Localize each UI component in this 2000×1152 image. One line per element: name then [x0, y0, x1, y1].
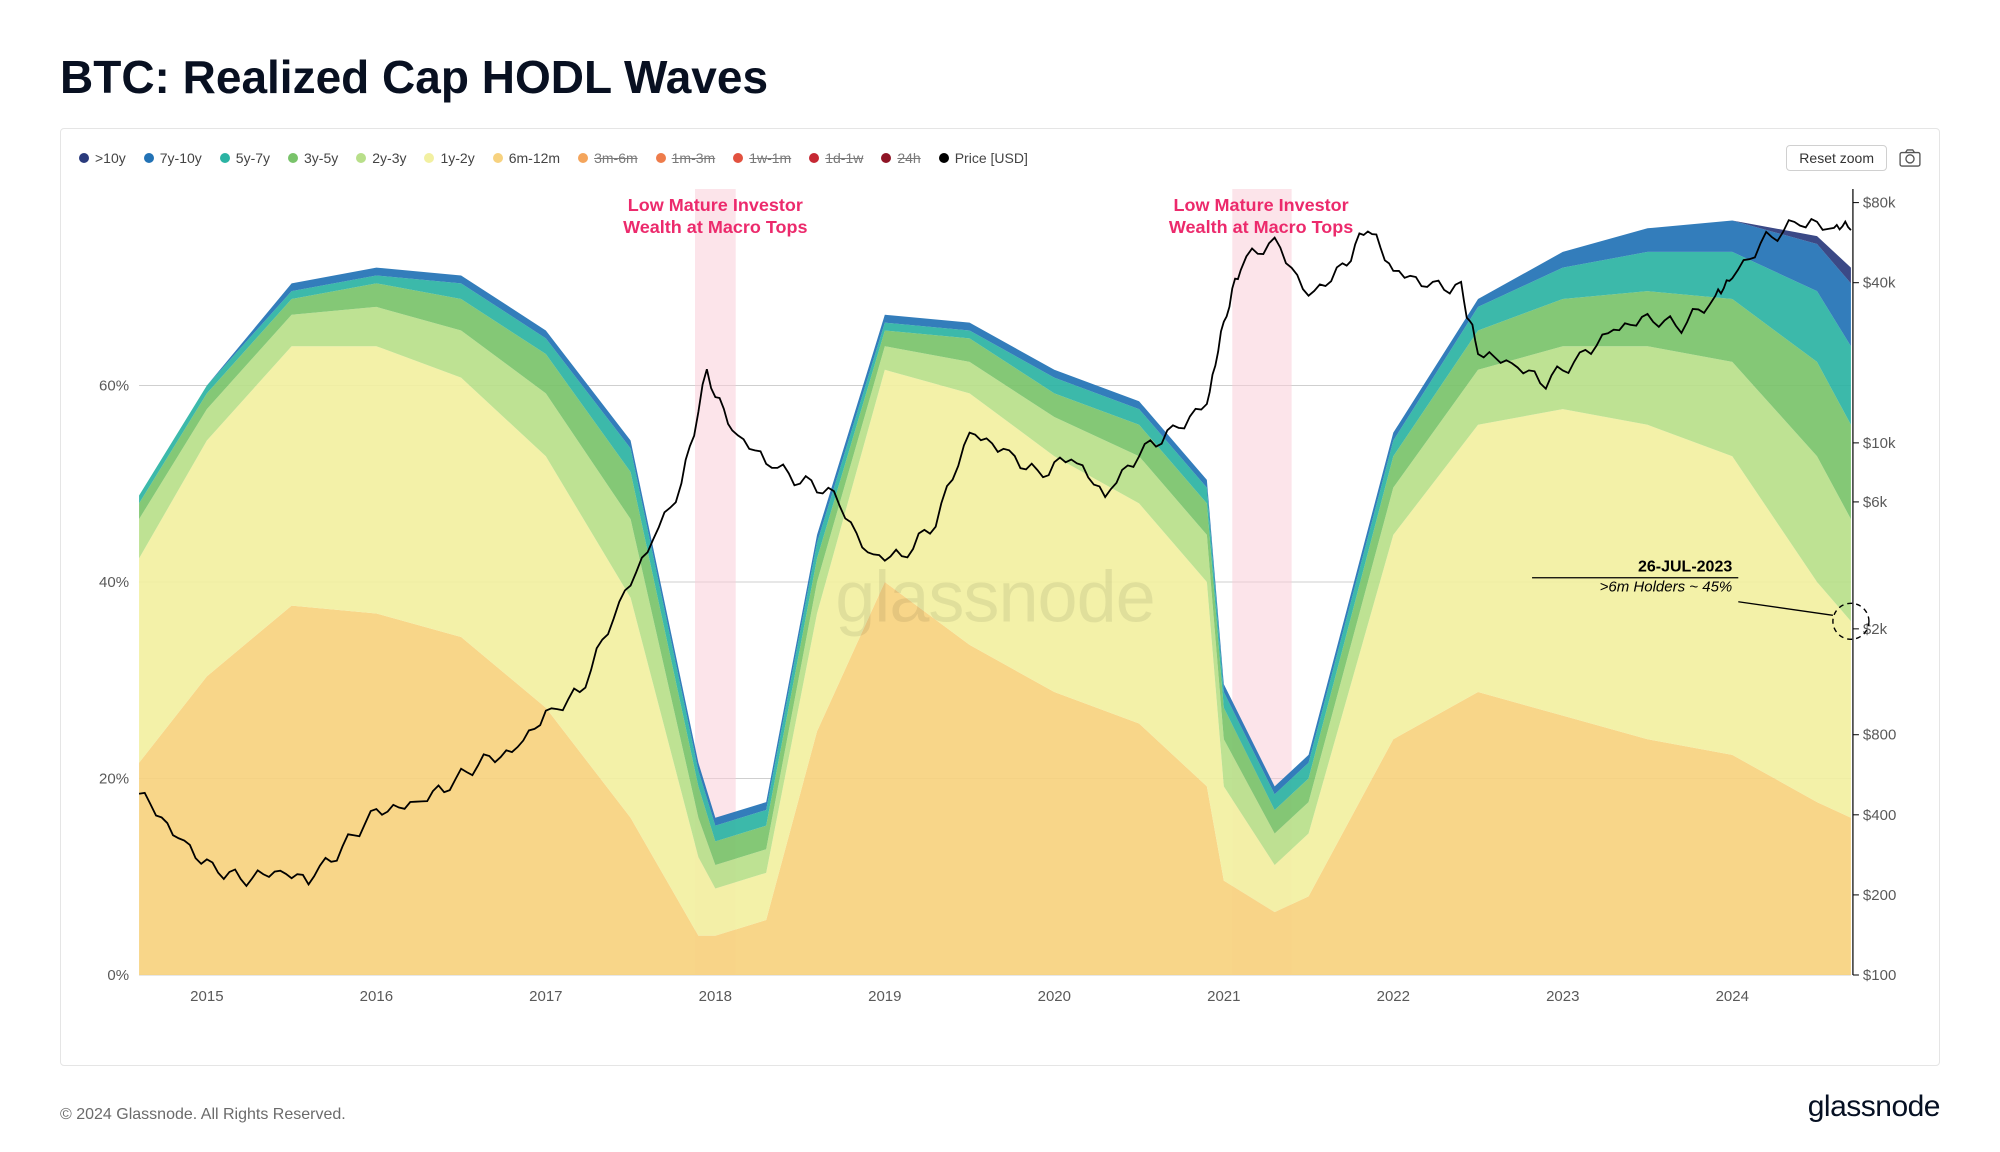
chart-panel: >10y 7y-10y 5y-7y 3y-5y 2y-3y 1y-2y 6m-12m 3m-6…: [60, 128, 1940, 1066]
svg-text:26-JUL-2023: 26-JUL-2023: [1638, 559, 1732, 576]
legend-items: >10y 7y-10y 5y-7y 3y-5y 2y-3y 1y-2y 6m-12m 3m-6…: [79, 150, 1028, 166]
legend-swatch: [578, 153, 588, 163]
svg-text:$200: $200: [1863, 887, 1896, 904]
svg-text:$40k: $40k: [1863, 275, 1896, 292]
legend-item-4[interactable]: 2y-3y: [356, 150, 406, 166]
copyright-text: © 2024 Glassnode. All Rights Reserved.: [60, 1106, 346, 1124]
svg-text:Low Mature Investor: Low Mature Investor: [628, 195, 803, 215]
legend-label: 1w-1m: [749, 150, 791, 166]
legend-label: 1m-3m: [672, 150, 716, 166]
svg-text:2019: 2019: [868, 988, 901, 1005]
svg-text:Wealth at Macro Tops: Wealth at Macro Tops: [623, 217, 807, 237]
legend-swatch: [356, 153, 366, 163]
legend-swatch: [939, 153, 949, 163]
legend-label: 3y-5y: [304, 150, 338, 166]
svg-text:$2k: $2k: [1863, 621, 1888, 638]
legend-swatch: [733, 153, 743, 163]
svg-text:2017: 2017: [529, 988, 562, 1005]
legend-item-1[interactable]: 7y-10y: [144, 150, 202, 166]
legend-label: 2y-3y: [372, 150, 406, 166]
legend-item-3[interactable]: 3y-5y: [288, 150, 338, 166]
legend-swatch: [144, 153, 154, 163]
page-footer: © 2024 Glassnode. All Rights Reserved. g…: [60, 1090, 1940, 1124]
legend-item-11[interactable]: 24h: [881, 150, 920, 166]
svg-text:0%: 0%: [107, 967, 129, 984]
svg-text:60%: 60%: [99, 378, 129, 395]
legend-swatch: [656, 153, 666, 163]
chart-legend: >10y 7y-10y 5y-7y 3y-5y 2y-3y 1y-2y 6m-12m 3m-6…: [79, 145, 1921, 171]
legend-swatch: [424, 153, 434, 163]
legend-item-6[interactable]: 6m-12m: [493, 150, 560, 166]
svg-text:$80k: $80k: [1863, 195, 1896, 212]
legend-label: 1d-1w: [825, 150, 863, 166]
legend-label: 5y-7y: [236, 150, 270, 166]
svg-text:2023: 2023: [1546, 988, 1579, 1005]
brand-logo: glassnode: [1808, 1090, 1940, 1124]
svg-text:glassnode: glassnode: [835, 557, 1155, 637]
svg-text:2016: 2016: [360, 988, 393, 1005]
svg-text:40%: 40%: [99, 574, 129, 591]
reset-zoom-button[interactable]: Reset zoom: [1786, 145, 1887, 171]
legend-item-5[interactable]: 1y-2y: [424, 150, 474, 166]
svg-text:20%: 20%: [99, 771, 129, 788]
legend-swatch: [288, 153, 298, 163]
camera-icon[interactable]: [1899, 149, 1921, 167]
legend-item-10[interactable]: 1d-1w: [809, 150, 863, 166]
legend-item-8[interactable]: 1m-3m: [656, 150, 716, 166]
svg-text:$6k: $6k: [1863, 494, 1888, 511]
legend-label: Price [USD]: [955, 150, 1028, 166]
page-title: BTC: Realized Cap HODL Waves: [60, 50, 1940, 104]
svg-text:2022: 2022: [1377, 988, 1410, 1005]
legend-label: 24h: [897, 150, 920, 166]
svg-text:$800: $800: [1863, 727, 1896, 744]
legend-swatch: [493, 153, 503, 163]
legend-swatch: [881, 153, 891, 163]
legend-item-12[interactable]: Price [USD]: [939, 150, 1028, 166]
legend-swatch: [809, 153, 819, 163]
svg-text:2020: 2020: [1038, 988, 1071, 1005]
legend-item-2[interactable]: 5y-7y: [220, 150, 270, 166]
legend-label: 3m-6m: [594, 150, 638, 166]
svg-text:Low Mature Investor: Low Mature Investor: [1174, 195, 1349, 215]
svg-text:2018: 2018: [699, 988, 732, 1005]
svg-text:$100: $100: [1863, 967, 1896, 984]
chart-plot[interactable]: 0% 20% 40% 60% $100 $200 $400 $800 $2k $6k $10k $40…: [79, 181, 1921, 1011]
svg-text:Wealth at Macro Tops: Wealth at Macro Tops: [1169, 217, 1353, 237]
svg-text:2024: 2024: [1716, 988, 1749, 1005]
svg-text:$10k: $10k: [1863, 435, 1896, 452]
legend-swatch: [220, 153, 230, 163]
legend-swatch: [79, 153, 89, 163]
legend-item-9[interactable]: 1w-1m: [733, 150, 791, 166]
legend-item-0[interactable]: >10y: [79, 150, 126, 166]
legend-label: 1y-2y: [440, 150, 474, 166]
svg-text:2021: 2021: [1207, 988, 1240, 1005]
legend-item-7[interactable]: 3m-6m: [578, 150, 638, 166]
legend-label: 6m-12m: [509, 150, 560, 166]
legend-label: >10y: [95, 150, 126, 166]
svg-text:>6m Holders ~ 45%: >6m Holders ~ 45%: [1600, 579, 1733, 596]
legend-label: 7y-10y: [160, 150, 202, 166]
legend-controls: Reset zoom: [1786, 145, 1921, 171]
svg-text:$400: $400: [1863, 807, 1896, 824]
svg-text:2015: 2015: [190, 988, 223, 1005]
